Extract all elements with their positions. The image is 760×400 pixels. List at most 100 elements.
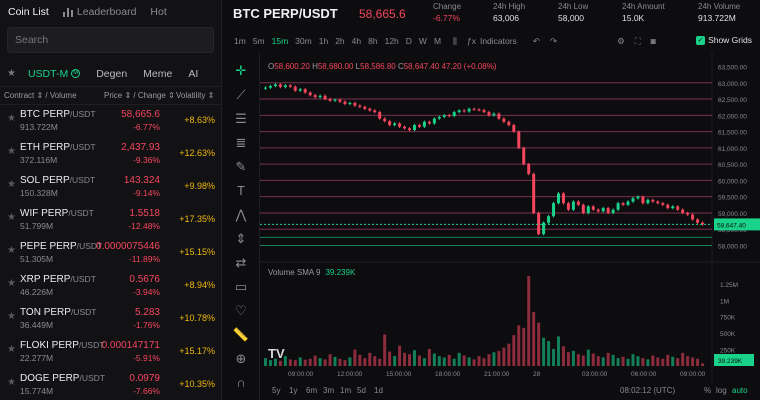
coin-row[interactable]: ★ BTC PERP/USDT 913.722M 58,665.6 -6.77% +8.6… bbox=[0, 104, 222, 137]
coin-symbol-name: SOL PERP bbox=[20, 175, 70, 186]
chart-canvas[interactable]: 63,500.00 63,000.00 62,500.00 62,000.00 61,5… bbox=[260, 52, 760, 382]
percent-scale-button[interactable]: % bbox=[704, 386, 712, 395]
timeframe-d[interactable]: D bbox=[405, 36, 412, 46]
favorite-star-icon[interactable]: ★ bbox=[7, 212, 16, 223]
fib-retracement-icon[interactable]: ≣ bbox=[235, 135, 247, 150]
zoom-in-icon[interactable]: ⊕ bbox=[235, 351, 247, 366]
candle-body bbox=[333, 99, 337, 101]
volume-bar bbox=[358, 354, 362, 366]
pair-title[interactable]: BTC PERP/USDT bbox=[233, 6, 338, 21]
log-scale-button[interactable]: log bbox=[716, 386, 727, 395]
measure-icon[interactable]: ⇕ bbox=[235, 231, 247, 246]
settings-gear-icon[interactable]: ⚙ bbox=[617, 35, 625, 46]
fullscreen-icon[interactable]: ⛶ bbox=[634, 35, 641, 46]
coin-row[interactable]: ★ SOL PERP/USDT 150.328M 143.324 -9.14% +9.98… bbox=[0, 170, 222, 203]
crosshair-icon[interactable]: ✛ bbox=[235, 63, 247, 78]
timeframe-4h[interactable]: 4h bbox=[351, 36, 362, 46]
col-price[interactable]: Price ⇕ / Change ⇕ bbox=[104, 91, 175, 100]
favorite-star-icon[interactable]: ★ bbox=[7, 311, 16, 322]
coin-row[interactable]: ★ ETH PERP/USDT 372.116M 2,437.93 -9.36% +12.… bbox=[0, 137, 222, 170]
candle bbox=[328, 97, 332, 102]
coin-row[interactable]: ★ XRP PERP/USDT 46.226M 0.5676 -3.94% +8.94% bbox=[0, 269, 222, 302]
position-icon[interactable]: ⇄ bbox=[235, 255, 247, 270]
col-contract[interactable]: Contract ⇕ / Volume bbox=[4, 91, 77, 100]
candle bbox=[462, 109, 466, 113]
range-1d[interactable]: 1d bbox=[374, 386, 383, 395]
favorite-star-icon[interactable]: ★ bbox=[7, 344, 16, 355]
utc-clock[interactable]: 08:02:12 (UTC) bbox=[620, 386, 676, 395]
coin-quote: /USDT bbox=[78, 340, 105, 350]
undo-icon[interactable]: ↶ bbox=[532, 35, 540, 46]
timeframe-15m[interactable]: 15m bbox=[271, 36, 289, 46]
timeframe-m[interactable]: M bbox=[433, 36, 442, 46]
candle-body bbox=[303, 89, 307, 93]
volume-bar bbox=[606, 352, 610, 366]
candle-body bbox=[532, 173, 536, 213]
timeframe-w[interactable]: W bbox=[418, 36, 427, 46]
favorite-star-icon[interactable]: ★ bbox=[7, 245, 16, 256]
category-ai[interactable]: AI bbox=[188, 67, 199, 80]
indicators-icon[interactable]: ƒx bbox=[466, 36, 476, 46]
range-6m[interactable]: 6m bbox=[306, 386, 318, 395]
shapes-icon[interactable]: ▭ bbox=[234, 279, 248, 294]
heart-icon[interactable]: ♡ bbox=[235, 303, 247, 318]
range-1y[interactable]: 1y bbox=[289, 386, 298, 395]
search-input[interactable] bbox=[15, 34, 213, 46]
favorites-star-icon[interactable]: ★ bbox=[7, 68, 16, 79]
favorite-star-icon[interactable]: ★ bbox=[7, 278, 16, 289]
stat-24h-volume-value: 913.722M bbox=[698, 13, 736, 23]
candle-body bbox=[557, 193, 560, 204]
category-meme[interactable]: Meme bbox=[143, 67, 173, 80]
tab-coin-list[interactable]: Coin List bbox=[8, 6, 49, 18]
text-tool-icon[interactable]: T bbox=[237, 183, 245, 198]
tab-leaderboard[interactable]: Leaderboard bbox=[62, 6, 136, 18]
brush-icon[interactable]: ✎ bbox=[235, 159, 247, 174]
candle bbox=[676, 205, 680, 211]
pattern-icon[interactable]: ⋀ bbox=[235, 207, 247, 222]
redo-icon[interactable]: ↷ bbox=[549, 35, 558, 46]
coin-row[interactable]: ★ PEPE PERP/USDT 51.305M 0.0000075446 -11.89… bbox=[0, 236, 222, 269]
range-5y[interactable]: 5y bbox=[272, 386, 281, 395]
auto-scale-button[interactable]: auto bbox=[732, 386, 748, 395]
favorite-star-icon[interactable]: ★ bbox=[7, 113, 16, 124]
coin-price: 2,437.93 bbox=[121, 142, 160, 153]
timeframe-8h[interactable]: 8h bbox=[368, 36, 378, 46]
coin-row[interactable]: ★ FLOKI PERP/USDT 22.277M 0.000147171 -5.91%… bbox=[0, 335, 222, 368]
volume-bar bbox=[482, 358, 486, 366]
trend-line-icon[interactable]: ⟋ bbox=[236, 87, 246, 102]
candle bbox=[393, 122, 397, 127]
timeframe-5m[interactable]: 5m bbox=[252, 36, 265, 46]
range-1m[interactable]: 1m bbox=[340, 386, 352, 395]
range-3m[interactable]: 3m bbox=[323, 386, 335, 395]
coin-row[interactable]: ★ DOGE PERP/USDT 15.774M 0.0979 -7.66% +10.35… bbox=[0, 368, 222, 400]
candle-body bbox=[701, 222, 705, 225]
timeframe-1m[interactable]: 1m bbox=[234, 36, 246, 46]
coin-change: -6.77% bbox=[133, 122, 160, 132]
candle-body bbox=[422, 121, 426, 127]
price-chart[interactable]: 63,500.00 63,000.00 62,500.00 62,000.00 61,5… bbox=[260, 52, 760, 400]
favorite-star-icon[interactable]: ★ bbox=[7, 179, 16, 190]
coin-row[interactable]: ★ WIF PERP/USDT 51.799M 1.5518 -12.48% +17.35… bbox=[0, 203, 222, 236]
candle bbox=[606, 206, 610, 215]
indicators-button[interactable]: Indicators bbox=[479, 36, 517, 46]
category-usdt-m[interactable]: USDT-M M bbox=[28, 68, 81, 80]
timeframe-1h[interactable]: 1h bbox=[318, 36, 329, 46]
candle-body bbox=[621, 203, 625, 205]
timeframe-12h[interactable]: 12h bbox=[384, 36, 399, 46]
show-grids-toggle[interactable]: ✓ Show Grids bbox=[696, 35, 752, 45]
candle-type-icon[interactable]: ⫼ bbox=[453, 35, 457, 46]
favorite-star-icon[interactable]: ★ bbox=[7, 146, 16, 157]
col-volatility[interactable]: Volatility ⇕ bbox=[176, 91, 215, 100]
candle-body bbox=[482, 110, 486, 113]
screenshot-camera-icon[interactable]: ◙ bbox=[650, 36, 656, 46]
horizontal-lines-icon[interactable]: ☰ bbox=[235, 111, 247, 126]
favorite-star-icon[interactable]: ★ bbox=[7, 377, 16, 388]
tab-hot[interactable]: Hot bbox=[150, 6, 167, 18]
range-5d[interactable]: 5d bbox=[357, 386, 366, 395]
coin-row[interactable]: ★ TON PERP/USDT 36.449M 5.283 -1.76% +10.78% bbox=[0, 302, 222, 335]
ruler-icon[interactable]: 📏 bbox=[232, 327, 250, 342]
category-degen[interactable]: Degen bbox=[96, 67, 128, 80]
timeframe-30m[interactable]: 30m bbox=[295, 36, 312, 46]
timeframe-2h[interactable]: 2h bbox=[335, 36, 345, 46]
magnet-icon[interactable]: ∩ bbox=[236, 375, 246, 390]
